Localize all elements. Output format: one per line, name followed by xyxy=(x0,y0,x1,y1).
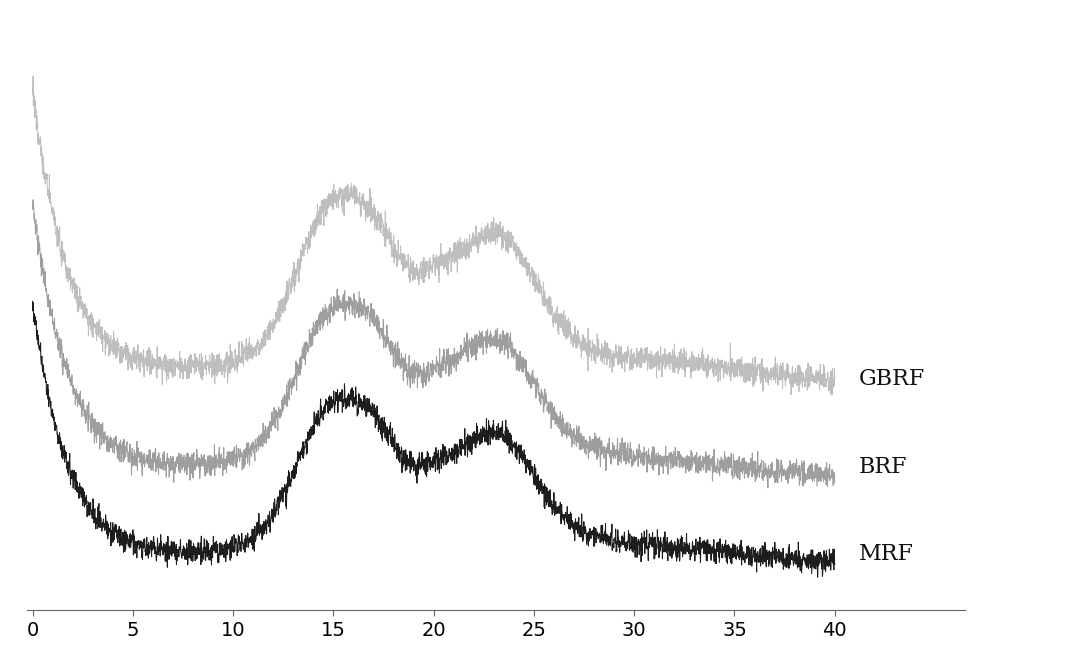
Text: BRF: BRF xyxy=(858,456,907,478)
Text: GBRF: GBRF xyxy=(858,369,925,390)
Text: MRF: MRF xyxy=(858,542,913,564)
